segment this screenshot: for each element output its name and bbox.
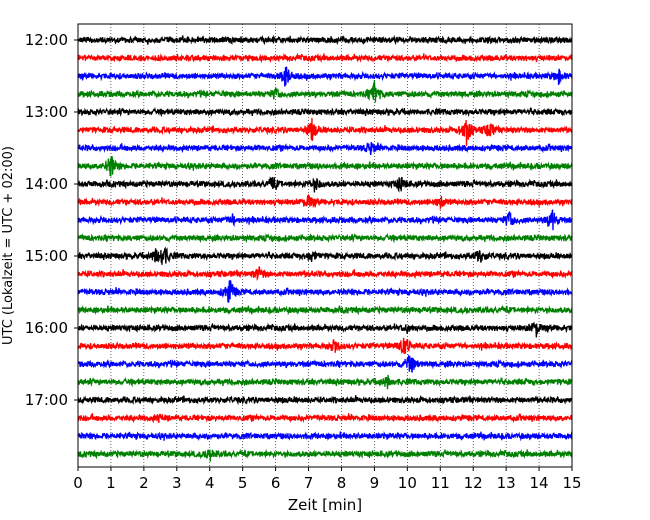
trace-line [77, 374, 573, 390]
trace-line [77, 194, 573, 211]
x-tick-label: 12 [464, 474, 483, 492]
trace-line [77, 246, 573, 265]
y-tick-label: 17:00 [25, 391, 68, 409]
x-tick-label: 14 [530, 474, 549, 492]
trace-line [77, 155, 573, 177]
trace-line [77, 209, 573, 231]
y-tick-label: 16:00 [25, 319, 68, 337]
trace-line [77, 106, 573, 118]
plot-frame [77, 23, 573, 468]
trace-line [77, 280, 573, 303]
trace-line [77, 176, 573, 193]
y-axis-ticks: 12:00 13:00 14:00 15:00 16:00 17:00 [25, 31, 78, 409]
x-tick-label: 4 [205, 474, 215, 492]
y-tick-label: 15:00 [25, 247, 68, 265]
trace-line [77, 34, 573, 46]
x-tick-label: 2 [139, 474, 149, 492]
trace-line [77, 448, 573, 462]
x-tick-label: 7 [304, 474, 314, 492]
trace-line [77, 394, 573, 406]
trace-line [77, 66, 573, 87]
y-tick-label: 14:00 [25, 175, 68, 193]
y-tick-label: 13:00 [25, 103, 68, 121]
x-tick-label: 3 [172, 474, 182, 492]
trace-line [77, 142, 573, 156]
trace-line [77, 117, 573, 146]
x-tick-label: 5 [238, 474, 248, 492]
trace-line [77, 304, 573, 316]
trace-line [77, 232, 573, 244]
x-tick-label: 0 [73, 474, 83, 492]
trace-line [77, 266, 573, 282]
trace-line [77, 79, 573, 103]
trace-line [77, 353, 573, 373]
x-tick-label: 9 [370, 474, 380, 492]
trace-series [77, 34, 573, 462]
trace-line [77, 337, 573, 355]
trace-line [77, 321, 573, 338]
x-tick-label: 11 [431, 474, 450, 492]
y-axis-label: UTC (Lokalzeit = UTC + 02:00) [1, 146, 16, 345]
trace-line [77, 413, 573, 424]
y-tick-label: 12:00 [25, 31, 68, 49]
x-tick-label: 6 [271, 474, 281, 492]
x-axis-label: Zeit [min] [288, 496, 362, 514]
x-tick-label: 1 [106, 474, 116, 492]
grid-lines [110, 24, 540, 467]
x-tick-label: 8 [337, 474, 347, 492]
x-tick-label: 13 [497, 474, 516, 492]
x-tick-label: 10 [398, 474, 417, 492]
trace-line [77, 52, 573, 64]
trace-line [77, 430, 573, 442]
x-tick-label: 15 [562, 474, 581, 492]
x-axis-ticks: 0 1 2 3 4 5 6 7 8 9 10 11 12 13 14 15 [73, 467, 582, 492]
